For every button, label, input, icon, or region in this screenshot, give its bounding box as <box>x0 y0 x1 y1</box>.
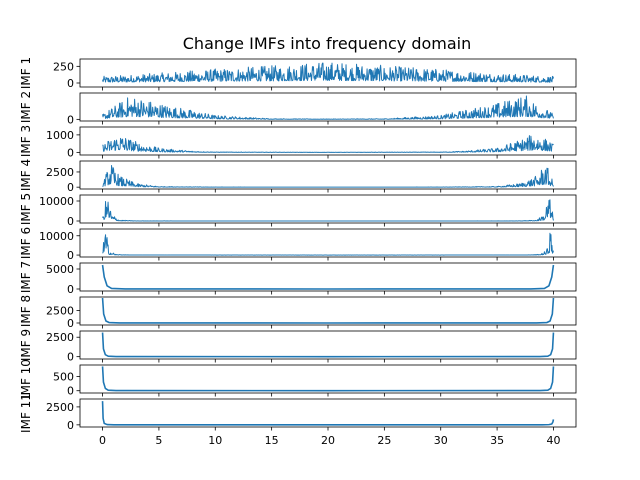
subplot-6: 0 10000 IMF 6 <box>19 227 577 262</box>
y-tick-label: 10000 <box>39 230 74 243</box>
y-tick-label: 2500 <box>46 401 74 414</box>
y-tick-label: 0 <box>67 146 74 159</box>
x-tick-label: 15 <box>265 434 279 447</box>
y-tick-label: 10000 <box>39 195 74 208</box>
y-axis-label: IMF 1 <box>19 57 33 89</box>
y-tick-label: 250 <box>53 60 74 73</box>
y-axis-label: IMF 7 <box>19 261 33 293</box>
x-tick-label: 35 <box>490 434 504 447</box>
chart-title: Change IMFs into frequency domain <box>183 34 471 53</box>
y-axis-label: IMF 3 <box>19 125 33 157</box>
y-axis-label: IMF 2 <box>19 91 33 123</box>
x-tick-label: 40 <box>546 434 560 447</box>
x-tick-label: 5 <box>155 434 162 447</box>
y-tick-label: 0 <box>67 113 74 126</box>
y-tick-label: 0 <box>67 77 74 90</box>
y-axis-label: IMF 4 <box>19 159 33 191</box>
x-tick-label: 0 <box>99 434 106 447</box>
y-axis-label: IMF 9 <box>19 329 33 361</box>
y-axis-label: IMF 5 <box>19 193 33 225</box>
subplot-7: 0 5000 IMF 7 <box>19 261 577 296</box>
y-tick-label: 500 <box>53 370 74 383</box>
subplot-4: 0 2500 IMF 4 <box>19 159 577 194</box>
imf-11-series-line <box>101 401 555 426</box>
imf-8-series-line <box>101 297 555 324</box>
y-axis-label: IMF 8 <box>19 295 33 327</box>
y-tick-label: 0 <box>67 215 74 228</box>
y-axis-label: IMF 10 <box>19 359 33 399</box>
y-tick-label: 2500 <box>46 166 74 179</box>
y-tick-label: 2500 <box>46 331 74 344</box>
imf-4-series-line <box>102 165 554 188</box>
y-tick-label: 0 <box>67 385 74 398</box>
y-tick-label: 5000 <box>46 263 74 276</box>
y-tick-label: 0 <box>67 181 74 194</box>
y-axis-label: IMF 11 <box>19 393 33 433</box>
subplot-10: 0 500 IMF 10 <box>19 359 577 399</box>
subplot-9: 0 2500 IMF 9 <box>19 329 577 364</box>
imf-3-series-line <box>102 135 554 153</box>
y-tick-label: 0 <box>67 249 74 262</box>
y-tick-label: 0 <box>67 283 74 296</box>
subplot-5: 0 10000 IMF 5 <box>19 193 577 228</box>
imf-2-series-line <box>102 95 554 120</box>
x-tick-label: 20 <box>321 434 335 447</box>
imf-1-series-line <box>102 62 554 83</box>
subplot-1: 0 250 IMF 1 <box>19 57 577 91</box>
y-tick-label: 0 <box>67 317 74 330</box>
x-tick-label: 25 <box>377 434 391 447</box>
imf-7-series-line <box>101 264 555 290</box>
y-tick-label: 0 <box>67 351 74 364</box>
subplot-3: 0 1000 IMF 3 <box>19 125 577 159</box>
y-tick-label: 0 <box>67 419 74 432</box>
imf-9-series-line <box>101 332 555 358</box>
y-tick-label: 1000 <box>46 129 74 142</box>
subplot-2: 0 IMF 2 <box>19 91 577 126</box>
imf-6-series-line <box>102 232 554 256</box>
x-tick-label: 10 <box>208 434 222 447</box>
imf-10-series-line <box>101 366 555 392</box>
shared-x-axis: 0 5 10 15 20 25 30 35 40 <box>99 434 560 447</box>
y-tick-label: 2500 <box>46 305 74 318</box>
subplot-11: 0 2500 IMF 11 <box>19 393 577 433</box>
x-tick-label: 30 <box>434 434 448 447</box>
y-axis-label: IMF 6 <box>19 227 33 259</box>
imf-5-series-line <box>102 199 554 222</box>
